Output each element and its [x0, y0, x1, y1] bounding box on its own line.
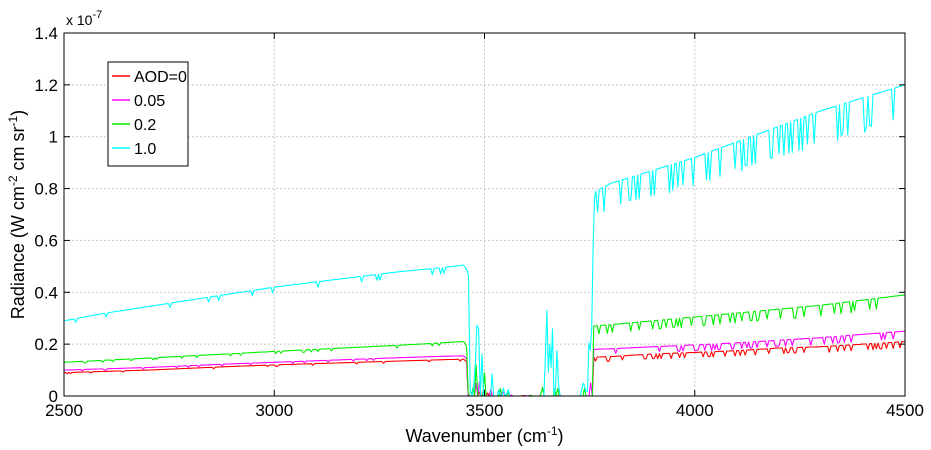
y-exponent-label: x 10-7: [66, 9, 102, 28]
axis-ticks: 2500 3000 3500 4000 4500 0 0.2 0.4 0.6 0.8 1 1.2 1.4: [34, 24, 924, 420]
x-axis-label: Wavenumber (cm-1): [405, 424, 563, 446]
y-tick-label: 1.4: [34, 24, 58, 43]
y-tick-label: 1: [49, 128, 58, 147]
x-tick-label: 4500: [886, 401, 924, 420]
y-axis-label: Radiance (W cm-2 cm sr-1): [6, 110, 28, 319]
y-tick-label: 0: [49, 387, 58, 406]
y-tick-label: 0.2: [34, 335, 58, 354]
legend-label: 1.0: [134, 141, 156, 158]
legend: AOD=0 0.05 0.2 1.0: [107, 61, 189, 167]
y-tick-label: 0.8: [34, 180, 58, 199]
x-tick-label: 3000: [255, 401, 293, 420]
y-tick-label: 0.4: [34, 283, 58, 302]
legend-label: 0.05: [134, 93, 165, 110]
x-tick-label: 4000: [676, 401, 714, 420]
x-tick-label: 3500: [466, 401, 504, 420]
y-tick-label: 0.6: [34, 231, 58, 250]
legend-label: AOD=0: [134, 69, 187, 86]
y-tick-label: 1.2: [34, 76, 58, 95]
grid-lines: [64, 33, 905, 396]
legend-label: 0.2: [134, 117, 156, 134]
x-tick-label: 2500: [45, 401, 83, 420]
